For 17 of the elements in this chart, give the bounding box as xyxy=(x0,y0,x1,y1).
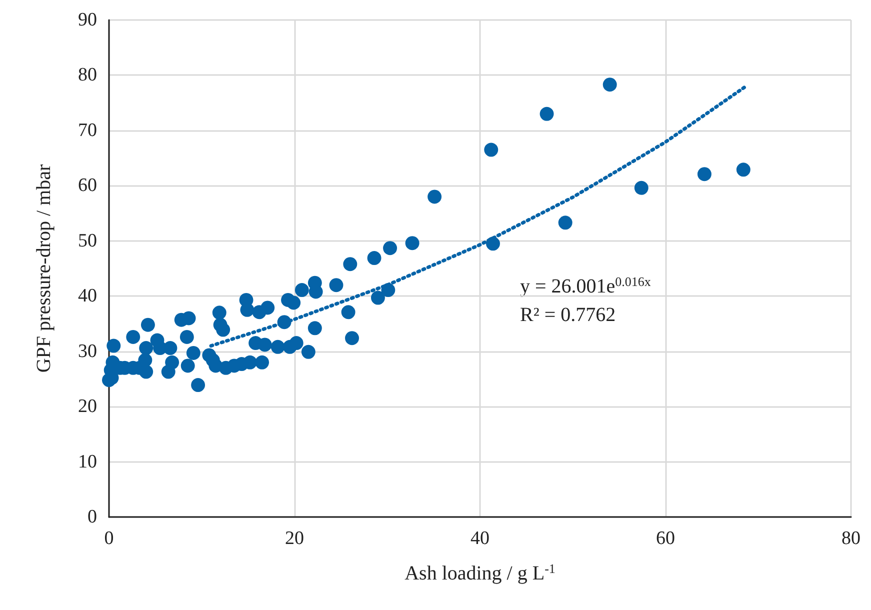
y-tick-label: 60 xyxy=(78,175,97,196)
y-tick-label: 90 xyxy=(78,10,97,30)
y-tick-label: 70 xyxy=(78,120,97,141)
x-tick-label: 80 xyxy=(842,528,860,549)
annotation: R² = 0.7762 xyxy=(520,304,616,326)
y-tick-label: 30 xyxy=(78,340,97,362)
y-tick-label: 10 xyxy=(78,451,97,472)
x-tick-label: 60 xyxy=(656,528,675,549)
x-tick-label: 20 xyxy=(285,528,304,549)
y-tick-label: 50 xyxy=(78,230,97,252)
y-tick-label: 80 xyxy=(78,64,97,86)
y-tick-label: 20 xyxy=(78,396,97,418)
x-tick-label: 0 xyxy=(104,528,114,549)
y-tick-label: 40 xyxy=(78,286,97,307)
y-tick-label: 0 xyxy=(88,506,97,528)
x-tick-label: 40 xyxy=(470,528,490,549)
y-axis-title: GPF pressure-drop / mbar xyxy=(33,164,55,373)
